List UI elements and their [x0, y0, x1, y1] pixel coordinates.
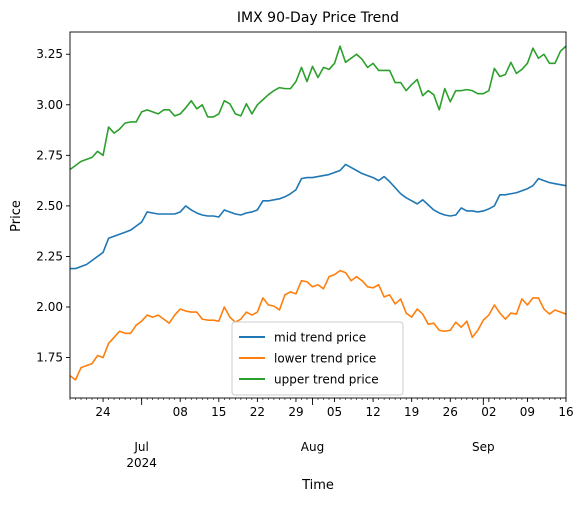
x-tick-label: 02 [481, 405, 496, 419]
x-tick-label: 22 [250, 405, 265, 419]
y-tick-label: 2.75 [36, 148, 63, 162]
x-tick-label: 05 [327, 405, 342, 419]
x-month-label: Sep [472, 440, 495, 454]
y-axis-label: Price [9, 200, 24, 232]
y-tick-label: 2.25 [36, 249, 63, 263]
series-line-lower-trend-price [69, 269, 567, 381]
x-tick-label: 16 [558, 405, 573, 419]
legend-label-upper-trend-price: upper trend price [274, 373, 379, 387]
y-tick-label: 2.00 [36, 300, 63, 314]
x-month-label: Jul [133, 440, 148, 454]
legend-box [231, 321, 404, 396]
y-axis: 1.75 2.00 2.25 2.50 2.75 3.00 3.25 [36, 47, 70, 365]
legend-label-lower-trend-price: lower trend price [274, 352, 376, 366]
x-month-label: Aug [301, 440, 324, 454]
x-axis: 24 08 15 22 29 05 12 19 26 02 09 16 Jul 2024 Aug Sep [69, 398, 574, 470]
y-tick-label: 3.00 [36, 98, 63, 112]
legend-label-mid-trend-price: mid trend price [274, 331, 366, 345]
chart-title: IMX 90-Day Price Trend [237, 10, 399, 26]
x-tick-label: 12 [365, 405, 380, 419]
series-line-upper-trend-price [69, 45, 567, 171]
series-line-mid-trend-price [70, 163, 567, 270]
x-tick-label: 24 [95, 405, 110, 419]
legend: mid trend price lower trend price upper tr… [231, 321, 404, 396]
y-tick-label: 1.75 [36, 351, 63, 365]
x-tick-label: 26 [443, 405, 458, 419]
x-tick-label: 19 [404, 405, 419, 419]
x-tick-label: 15 [211, 405, 226, 419]
x-year-label: 2024 [126, 456, 157, 470]
x-tick-label: 09 [520, 405, 535, 419]
y-tick-label: 2.50 [36, 199, 63, 213]
x-axis-label: Time [301, 478, 334, 493]
y-tick-label: 3.25 [36, 47, 63, 61]
x-tick-label: 08 [173, 405, 188, 419]
x-tick-label: 29 [288, 405, 303, 419]
